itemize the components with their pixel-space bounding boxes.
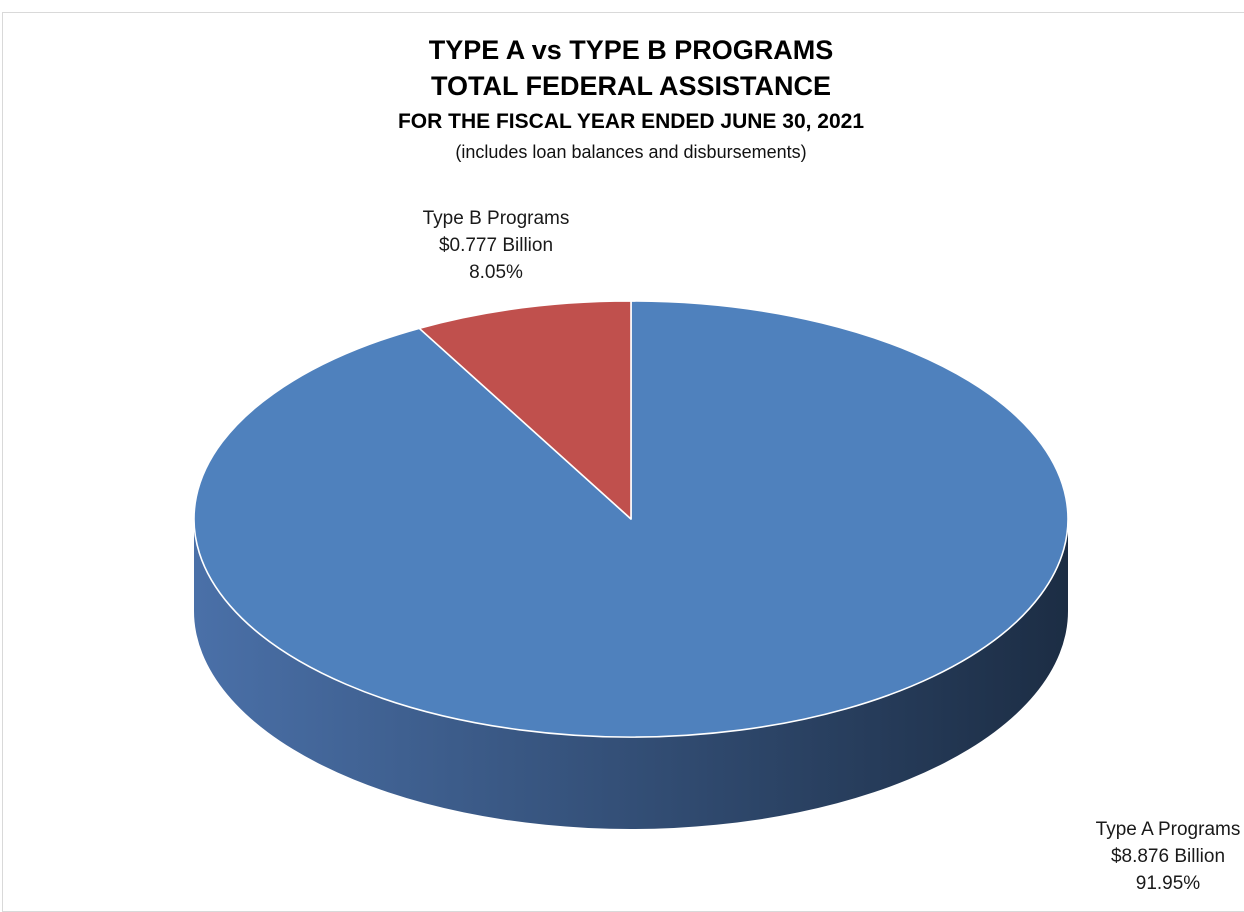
- slice-label-type-a-name: Type A Programs: [1096, 819, 1241, 840]
- chart-titles: TYPE A vs TYPE B PROGRAMS TOTAL FEDERAL …: [0, 32, 1244, 166]
- chart-subtitle-fiscal-year: FOR THE FISCAL YEAR ENDED JUNE 30, 2021: [397, 110, 865, 133]
- pie-side-wall: [194, 519, 1068, 829]
- pie-slice-type-b: [418, 300, 632, 520]
- slice-label-type-b-percent: 8.05%: [469, 262, 523, 283]
- slice-label-type-a-percent: 91.95%: [1136, 873, 1201, 894]
- slice-label-type-b-name: Type B Programs: [423, 208, 570, 229]
- chart-note: (includes loan balances and disbursement…: [455, 142, 807, 162]
- chart-subtitle: TOTAL FEDERAL ASSISTANCE: [430, 71, 832, 101]
- slice-label-type-a-value: $8.876 Billion: [1111, 846, 1225, 867]
- slice-label-type-b-value: $0.777 Billion: [439, 235, 553, 256]
- chart-title: TYPE A vs TYPE B PROGRAMS: [428, 35, 834, 65]
